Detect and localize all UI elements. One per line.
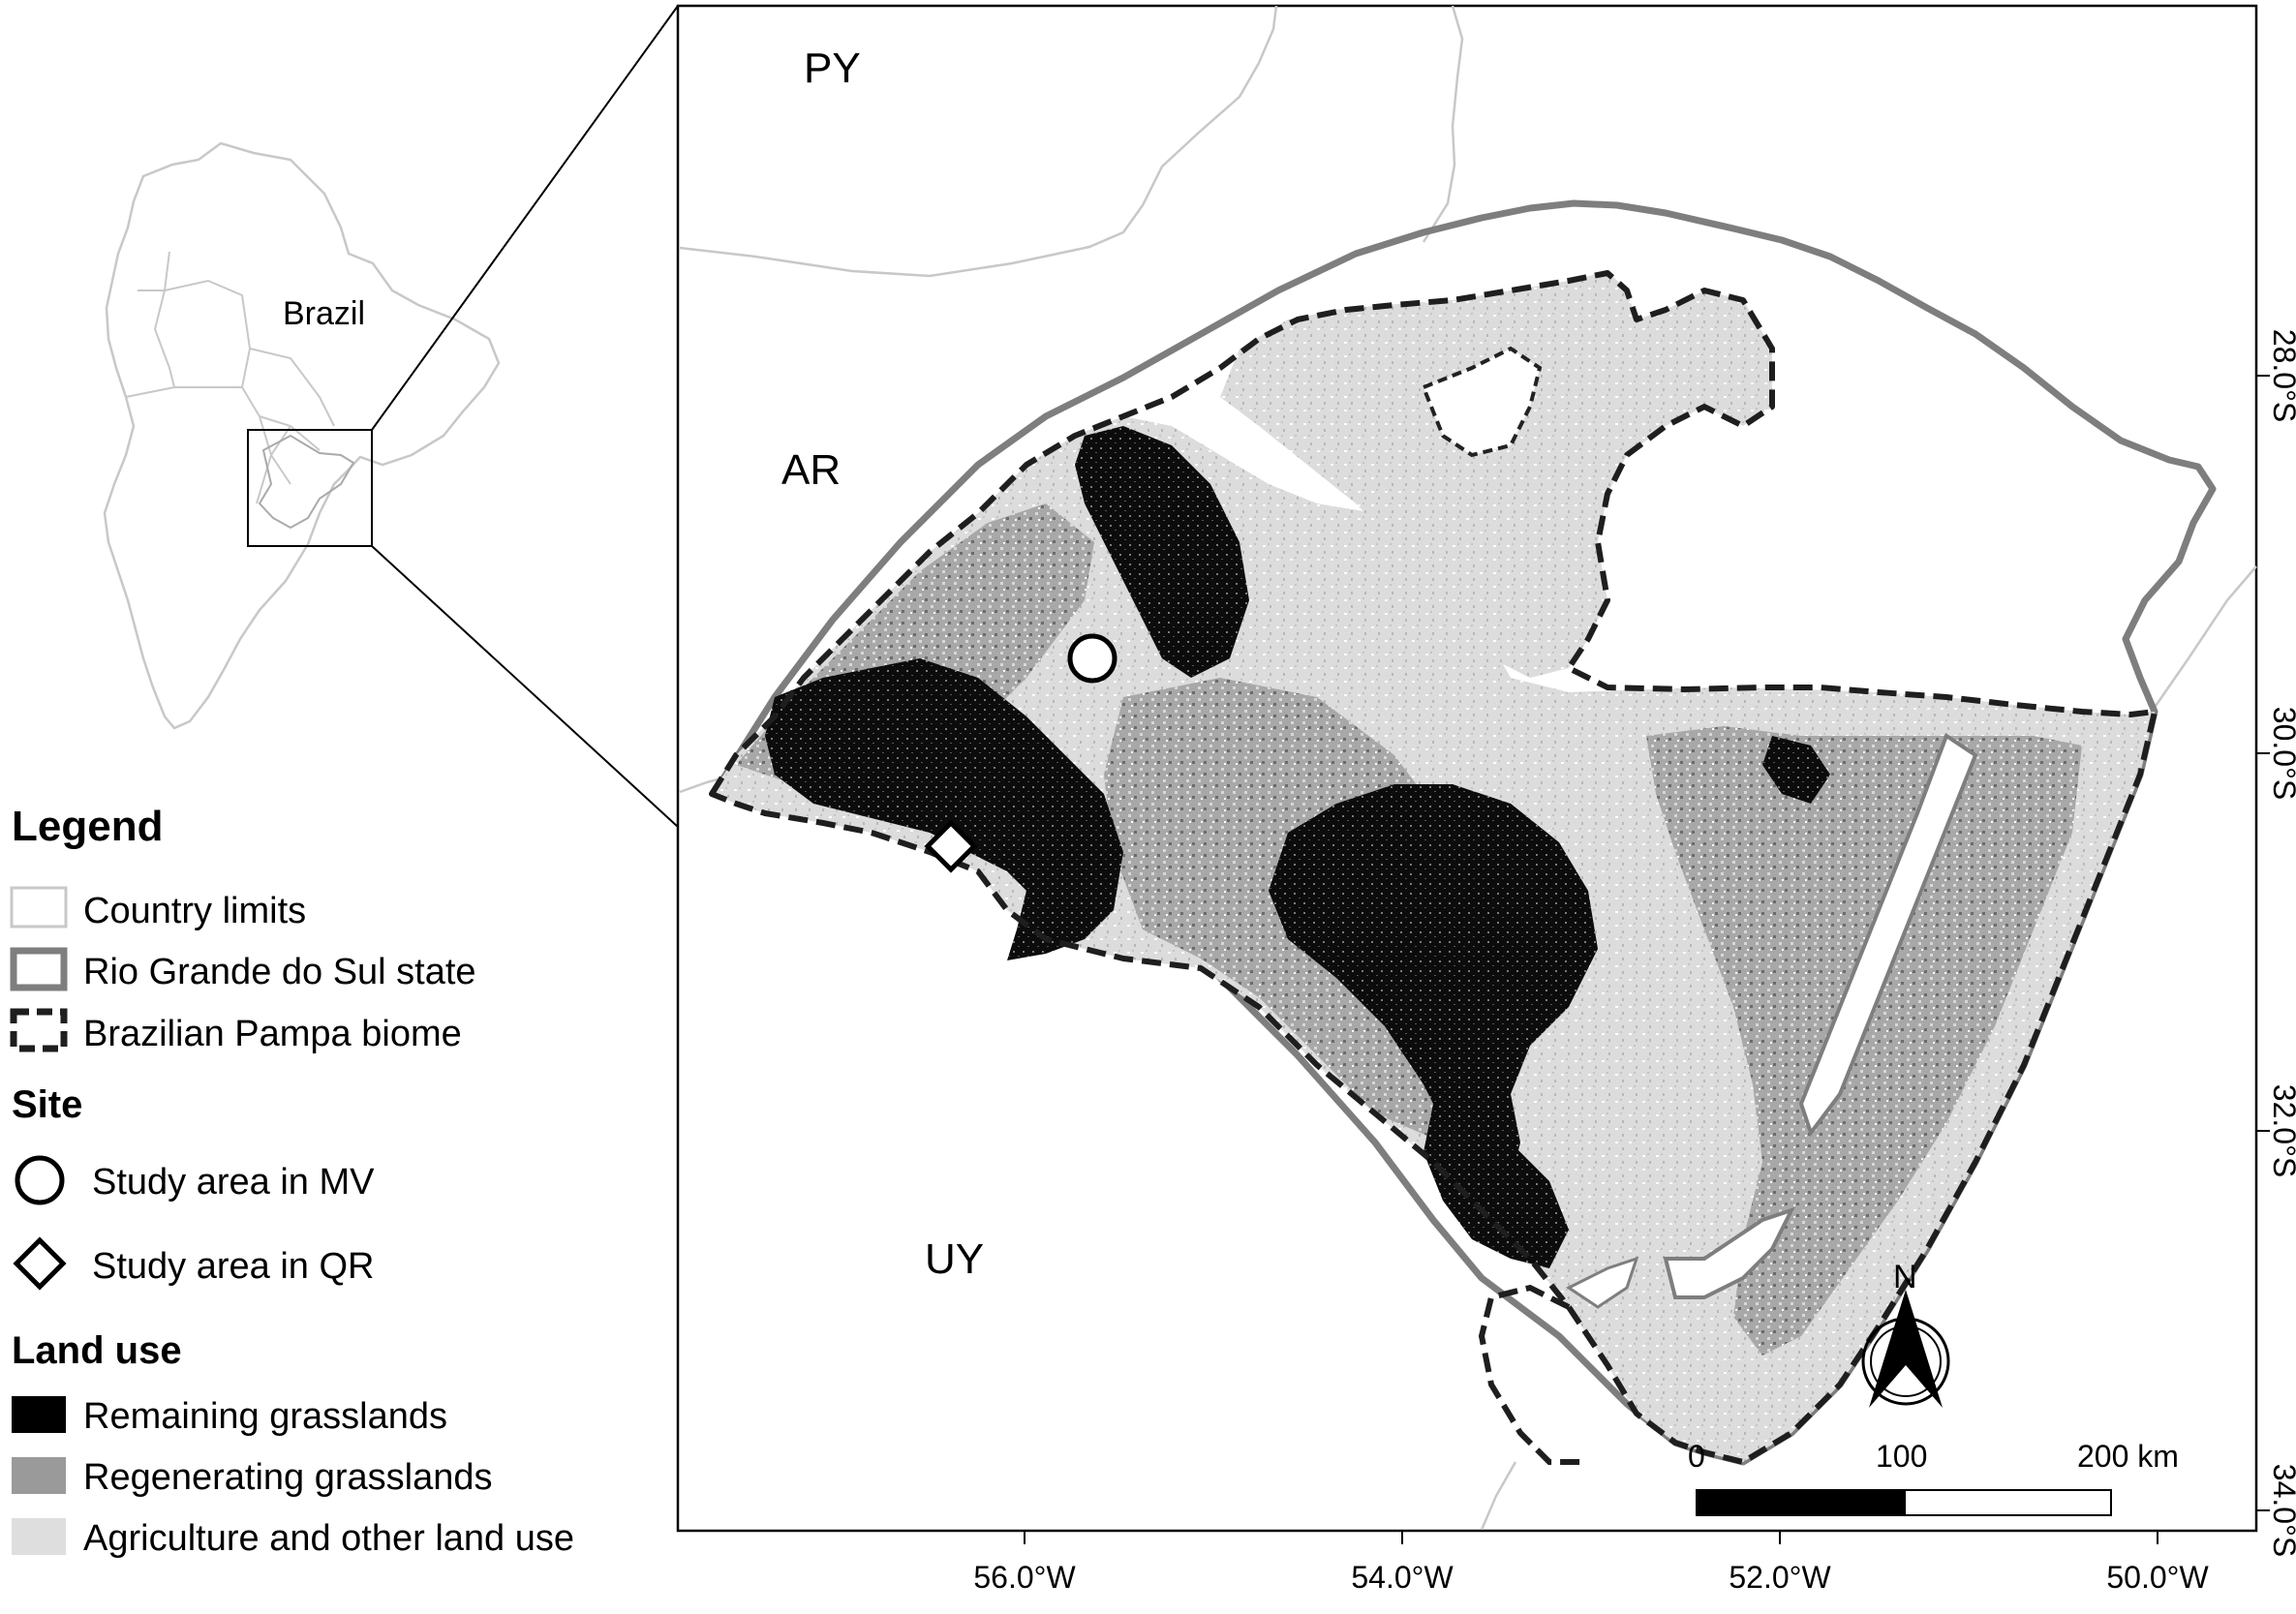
inset-internal-borders: [125, 251, 335, 504]
north-label: N: [1893, 1259, 1917, 1295]
scale-label-200: 200 km: [2077, 1439, 2179, 1474]
country-limit-coast-ne: [2143, 565, 2257, 722]
legend-swatch-remaining: [12, 1396, 66, 1433]
lon-tick-52: 52.0°W: [1729, 1560, 1831, 1595]
legend-item-agriculture: Agriculture and other land use: [83, 1518, 574, 1559]
legend-swatch-regenerating: [12, 1457, 66, 1494]
legend-swatch-pampa-biome: [10, 1008, 68, 1052]
inset-extent-box: [247, 429, 373, 547]
lon-tick-54: 54.0°W: [1351, 1560, 1454, 1595]
pampa-landuse: [712, 271, 2155, 1462]
rs-state-outline: [713, 199, 2217, 1466]
inset-rs-shape: [258, 434, 355, 530]
legend-item-pampa-biome: Brazilian Pampa biome: [83, 1014, 462, 1054]
study-area-mv-marker: [1067, 633, 1117, 684]
zoom-line-top: [371, 5, 679, 431]
legend-swatch-country-limits: [10, 886, 68, 929]
label-ar: AR: [781, 446, 841, 494]
legend-site-title: Site: [12, 1083, 82, 1126]
country-limit-py-ar: [679, 5, 1278, 278]
coastal-lagoon: [1566, 1256, 1639, 1309]
scale-label-100: 100: [1876, 1439, 1927, 1474]
lat-tick-32: 32.0°S: [2267, 1084, 2296, 1177]
country-limit-uy-south: [1480, 1461, 1517, 1531]
lon-tick-50: 50.0°W: [2106, 1560, 2209, 1595]
lat-tick-28: 28.0°S: [2267, 329, 2296, 422]
pampa-biome-south-tip: [1478, 1284, 1588, 1465]
lagoa-mirim: [1663, 1206, 1795, 1299]
legend-title: Legend: [12, 803, 163, 850]
legend-icon-qr: [13, 1236, 67, 1291]
south-america-outline: [103, 141, 501, 730]
longitude-ticks: [1024, 1531, 2158, 1544]
lon-tick-56: 56.0°W: [973, 1560, 1076, 1595]
inset-map: Brazil: [103, 5, 679, 828]
legend-item-remaining: Remaining grasslands: [83, 1396, 447, 1437]
legend: Legend Country limits Rio Grande do Sul …: [10, 803, 574, 1559]
study-area-qr-marker: [924, 819, 978, 873]
legend-item-study-qr: Study area in QR: [92, 1246, 374, 1287]
legend-item-study-mv: Study area in MV: [92, 1162, 375, 1203]
lat-tick-34: 34.0°S: [2267, 1464, 2296, 1557]
landuse-remaining-south: [1424, 1104, 1569, 1268]
lagoa-dos-patos: [1798, 732, 1978, 1138]
lat-tick-30: 30.0°S: [2267, 707, 2296, 800]
pampa-biome-boundary: [709, 270, 2158, 1465]
legend-icon-mv: [15, 1155, 65, 1205]
label-py: PY: [804, 45, 861, 92]
latitude-ticks: [2256, 375, 2270, 1511]
landuse-remaining-center: [1269, 784, 1598, 1181]
legend-swatch-agriculture: [12, 1518, 66, 1555]
north-arm-gap: [1421, 346, 1543, 458]
legend-item-country-limits: Country limits: [83, 891, 306, 931]
scale-bar: 0 100 200 km: [1688, 1439, 2179, 1516]
landuse-remaining-west: [765, 658, 1123, 960]
zoom-line-bottom: [371, 545, 679, 828]
legend-swatch-rs-state: [10, 947, 68, 991]
landuse-remaining-east: [1762, 736, 1830, 804]
country-limit-py-br: [1422, 5, 1464, 243]
landuse-north-arm: [1220, 271, 1772, 678]
landuse-regenerating-east: [1646, 726, 2082, 1355]
label-uy: UY: [925, 1235, 984, 1283]
main-map: PY AR UY N 0 100 200 km 56.0°W 54.0°W: [676, 4, 2296, 1595]
north-arrow: N: [1861, 1259, 1950, 1408]
inset-brazil-label: Brazil: [283, 295, 365, 332]
legend-item-regenerating: Regenerating grasslands: [83, 1457, 493, 1498]
scale-label-0: 0: [1688, 1439, 1705, 1474]
landuse-remaining-north: [1075, 426, 1249, 678]
legend-item-rs-state: Rio Grande do Sul state: [83, 952, 476, 992]
legend-landuse-title: Land use: [12, 1329, 182, 1372]
